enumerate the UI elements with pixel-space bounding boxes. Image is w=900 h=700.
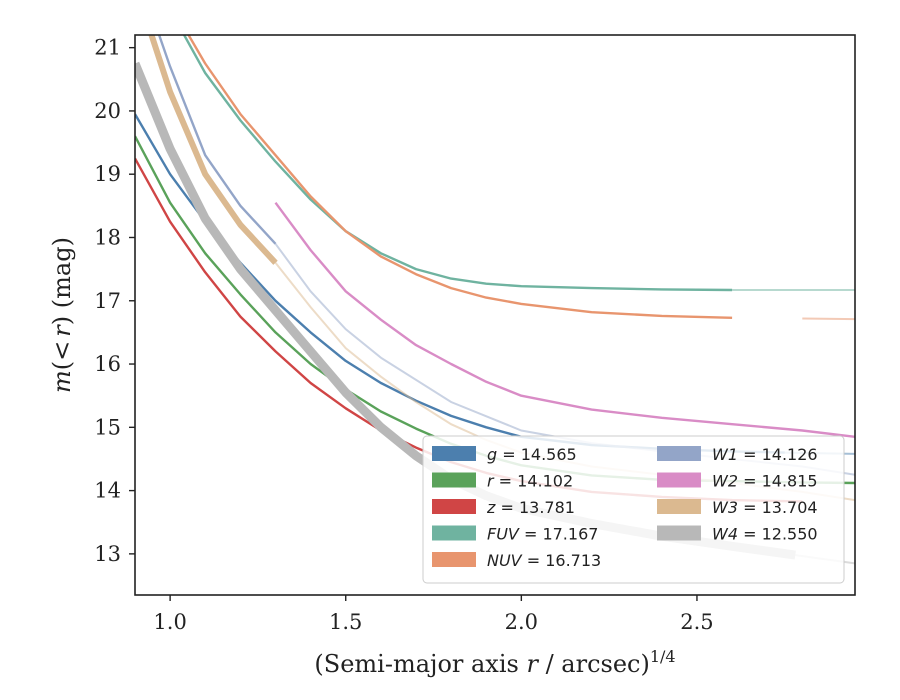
legend-swatch xyxy=(432,552,476,567)
series-line-w2 xyxy=(274,201,855,438)
legend-item-nuv: NUV = 16.713 xyxy=(432,551,601,570)
y-axis-title-m: m xyxy=(48,370,76,393)
y-tick-label: 20 xyxy=(94,99,121,123)
legend-swatch xyxy=(432,499,476,514)
x-tick-label: 1.5 xyxy=(329,610,362,634)
y-tick-label: 16 xyxy=(94,352,121,376)
legend-swatch xyxy=(432,525,476,541)
legend-label: FUV = 17.167 xyxy=(487,525,598,544)
x-tick-label: 1.0 xyxy=(153,610,186,634)
legend-item-w1: W1 = 14.126 xyxy=(657,445,818,464)
y-tick-label: 14 xyxy=(94,479,121,503)
y-tick-label: 17 xyxy=(94,289,121,313)
legend-swatch xyxy=(657,472,701,488)
legend-item-z: z = 13.781 xyxy=(432,498,575,517)
legend-label: NUV = 16.713 xyxy=(487,551,601,570)
y-axis-ticks: 13 14 15 16 17 18 19 20 21 xyxy=(94,36,135,566)
legend-label: W3 = 13.704 xyxy=(712,498,818,517)
legend-item-g: g = 14.565 xyxy=(432,445,577,464)
x-axis-title: (Semi-major axis r / arcsec)1/4 xyxy=(314,647,675,678)
y-tick-label: 18 xyxy=(94,225,121,249)
y-axis-title-lt: < xyxy=(48,341,76,361)
x-axis-ticks: 1.0 1.5 2.0 2.5 xyxy=(153,595,714,634)
series-line-fuv xyxy=(182,35,733,292)
y-axis-title-open: ( xyxy=(48,361,76,370)
x-axis-title-suffix: / arcsec) xyxy=(538,650,650,678)
x-axis-title-prefix: (Semi-major axis xyxy=(314,650,526,678)
y-tick-label: 15 xyxy=(94,415,121,439)
y-tick-label: 19 xyxy=(94,162,121,186)
legend-label: W4 = 12.550 xyxy=(712,525,818,544)
legend-label: r = 14.102 xyxy=(487,472,573,491)
legend-item-w2: W2 = 14.815 xyxy=(657,472,818,491)
y-axis-title-r: r xyxy=(48,324,76,337)
series-line-w1 xyxy=(157,35,277,245)
plot-frame xyxy=(134,34,856,596)
legend-item-w3: W3 = 13.704 xyxy=(657,498,818,517)
legend-item-fuv: FUV = 17.167 xyxy=(432,525,598,544)
y-tick-label: 21 xyxy=(94,36,121,60)
legend-item-w4: W4 = 12.550 xyxy=(657,525,818,544)
legend-item-r: r = 14.102 xyxy=(432,472,573,491)
x-tick-label: 2.5 xyxy=(680,610,713,634)
y-axis-title-close: ) xyxy=(48,316,76,325)
x-tick-label: 2.0 xyxy=(505,610,538,634)
series-line-faint-nuv xyxy=(802,317,855,321)
series-line-w3 xyxy=(148,35,278,265)
legend-swatch xyxy=(432,446,476,461)
legend-box xyxy=(422,435,845,584)
legend-swatch xyxy=(432,472,476,488)
legend-label: g = 14.565 xyxy=(487,445,577,464)
y-axis-title: m(< r) (mag) xyxy=(48,237,76,393)
legend: g = 14.565 r = 14.102 z = 13.781 FUV = 17.1… xyxy=(422,435,845,584)
legend-label: W2 = 14.815 xyxy=(712,472,818,491)
legend-swatch xyxy=(657,446,701,461)
legend-label: z = 13.781 xyxy=(486,498,575,517)
y-tick-label: 13 xyxy=(94,542,121,566)
series-line-nuv xyxy=(187,35,733,319)
legend-swatch xyxy=(657,499,701,514)
legend-label: W1 = 14.126 xyxy=(712,445,818,464)
legend-swatch xyxy=(657,525,701,541)
x-axis-title-var: r xyxy=(526,650,539,678)
y-axis-title-unit: (mag) xyxy=(48,237,76,316)
x-axis-title-exponent: 1/4 xyxy=(650,647,676,666)
